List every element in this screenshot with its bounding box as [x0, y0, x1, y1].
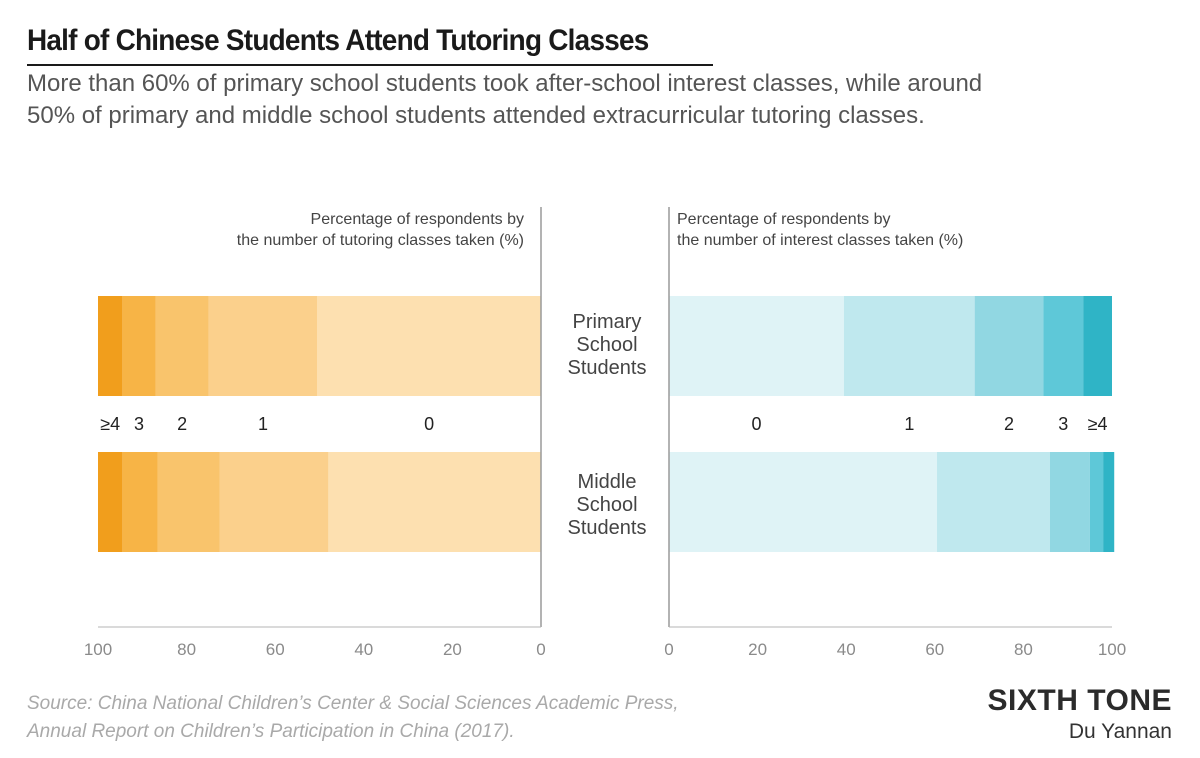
interest-segment-label-ge4: ≥4 — [1088, 414, 1108, 434]
interest-tick-label-60: 60 — [925, 640, 944, 659]
interest-segment-label-0: 0 — [751, 414, 761, 434]
tutoring-bar-primary-school-students-2 — [155, 296, 209, 396]
interest-bar-primary-school-students-2 — [974, 296, 1044, 396]
category-labels: Primary School Students Middle School Student… — [568, 311, 647, 539]
tutoring-tick-label-80: 80 — [177, 640, 196, 659]
left-panel-title-line-1: Percentage of respondents by — [311, 211, 524, 228]
tutoring-bar-middle-school-students-1 — [219, 452, 329, 552]
tutoring-tick-label-20: 20 — [443, 640, 462, 659]
interest-bar-primary-school-students-3 — [1043, 296, 1084, 396]
right-panel-bars — [669, 296, 1115, 552]
interest-segment-label-1: 1 — [904, 414, 914, 434]
interest-bar-primary-school-students-ge4 — [1083, 296, 1112, 396]
interest-tick-label-40: 40 — [837, 640, 856, 659]
category-label-middle-school-students: Middle School Students — [568, 471, 647, 539]
axes: 100 80 60 40 20 0 0 20 40 60 80 100 — [84, 207, 1126, 659]
tutoring-segment-label-2: 2 — [177, 414, 187, 434]
tutoring-bar-middle-school-students-2 — [157, 452, 220, 552]
source-note: Source: China National Children’s Center… — [27, 690, 747, 746]
title-underline — [27, 64, 713, 66]
chart-title: Half of Chinese Students Attend Tutoring… — [27, 24, 649, 57]
interest-segment-label-3: 3 — [1058, 414, 1068, 434]
right-panel-title-line-1: Percentage of respondents by — [677, 211, 890, 228]
tutoring-bar-primary-school-students-ge4 — [98, 296, 123, 396]
interest-tick-label-20: 20 — [748, 640, 767, 659]
tutoring-segment-label-1: 1 — [258, 414, 268, 434]
right-panel-title-line-2: the number of interest classes taken (%) — [677, 232, 963, 249]
tutoring-tick-label-0: 0 — [536, 640, 545, 659]
interest-tick-label-100: 100 — [1098, 640, 1126, 659]
tutoring-bar-middle-school-students-0 — [328, 452, 541, 552]
interest-bar-primary-school-students-0 — [669, 296, 844, 396]
author-credit: Du Yannan — [1068, 720, 1172, 743]
tutoring-segment-label-ge4: ≥4 — [100, 414, 120, 434]
interest-bar-middle-school-students-2 — [1049, 452, 1090, 552]
interest-bar-primary-school-students-1 — [843, 296, 975, 396]
tutoring-bar-primary-school-students-1 — [208, 296, 318, 396]
interest-tick-label-80: 80 — [1014, 640, 1033, 659]
tutoring-tick-label-40: 40 — [354, 640, 373, 659]
interest-segment-label-2: 2 — [1004, 414, 1014, 434]
tutoring-bar-primary-school-students-3 — [122, 296, 156, 396]
left-panel-title: Percentage of respondents by the number … — [237, 211, 524, 249]
tutoring-bar-middle-school-students-ge4 — [98, 452, 123, 552]
source-line-2: Annual Report on Children’s Participatio… — [27, 721, 515, 742]
tutoring-tick-label-60: 60 — [266, 640, 285, 659]
left-panel-title-line-2: the number of tutoring classes taken (%) — [237, 232, 524, 249]
right-panel-title: Percentage of respondents by the number … — [677, 211, 963, 249]
segment-labels: 0 1 2 3 ≥4 0 1 2 3 ≥4 — [100, 414, 1107, 434]
interest-bar-middle-school-students-3 — [1089, 452, 1104, 552]
category-label-primary-school-students: Primary School Students — [568, 311, 647, 379]
tutoring-bar-primary-school-students-0 — [317, 296, 541, 396]
chart-subtitle: More than 60% of primary school students… — [27, 70, 983, 129]
tutoring-segment-label-3: 3 — [134, 414, 144, 434]
interest-bar-middle-school-students-ge4 — [1103, 452, 1115, 552]
tutoring-segment-label-0: 0 — [424, 414, 434, 434]
source-line-1: Source: China National Children’s Center… — [27, 693, 679, 714]
interest-tick-label-0: 0 — [664, 640, 673, 659]
tutoring-tick-label-100: 100 — [84, 640, 112, 659]
brand-logo: SIXTH TONE — [987, 684, 1172, 717]
interest-bar-middle-school-students-0 — [669, 452, 938, 552]
interest-bar-middle-school-students-1 — [937, 452, 1050, 552]
left-panel-bars — [98, 296, 541, 552]
tutoring-bar-middle-school-students-3 — [122, 452, 158, 552]
